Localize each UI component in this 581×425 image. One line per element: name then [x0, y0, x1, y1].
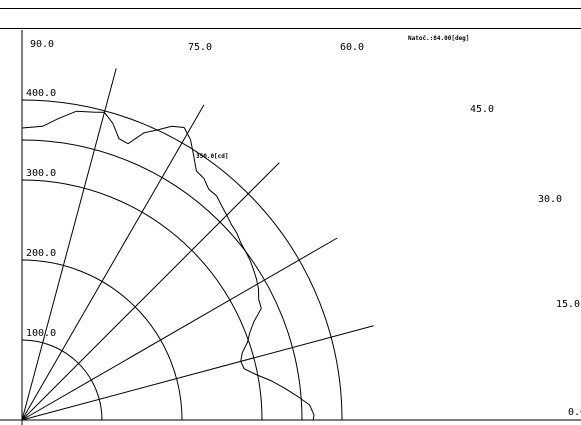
- angle-label-75: 75.0: [188, 42, 212, 53]
- ray-15: [21, 325, 374, 421]
- ray-45: [21, 162, 280, 421]
- angle-label-0: 0.0: [568, 407, 581, 418]
- angle-label-15: 15.0: [556, 299, 580, 310]
- radial-label-300: 300.0: [26, 168, 56, 179]
- ray-60: [21, 104, 205, 421]
- axis-labels: 90.0 75.0 60.0 45.0 30.0 15.0 0.0 100.0 200.0 300…: [26, 39, 581, 418]
- series-line-0: [21, 110, 315, 421]
- rotation-annotation: Natoč.:84.00[deg]: [408, 35, 469, 42]
- ray-75: [21, 68, 117, 421]
- intensity-curve: [21, 110, 315, 421]
- radial-label-100: 100.0: [26, 328, 56, 339]
- angle-label-30: 30.0: [538, 194, 562, 205]
- angle-label-45: 45.0: [470, 104, 494, 115]
- radial-label-400: 400.0: [26, 88, 56, 99]
- ray-30: [21, 237, 338, 421]
- polar-grid: [0, 30, 581, 425]
- angle-label-90: 90.0: [30, 39, 54, 50]
- angle-rays: [21, 68, 374, 421]
- arc-value-annotation: 350.0[cd]: [196, 153, 229, 160]
- angle-label-60: 60.0: [340, 42, 364, 53]
- radial-label-200: 200.0: [26, 248, 56, 259]
